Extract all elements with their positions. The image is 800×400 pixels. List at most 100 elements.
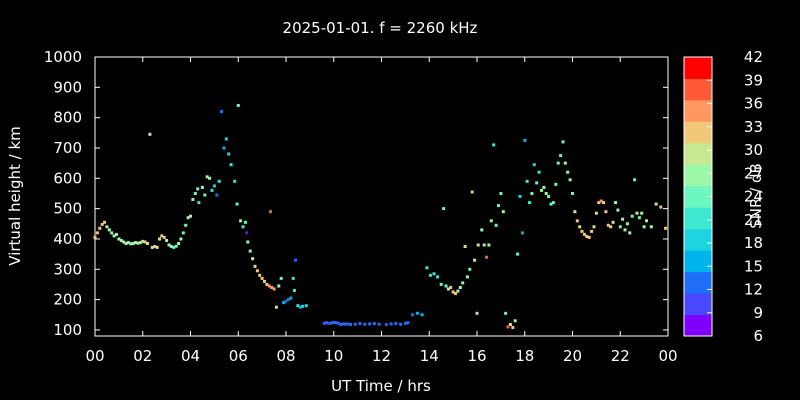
colorbar-tick-label: 30 [744, 141, 763, 159]
data-point [341, 322, 345, 326]
data-point [105, 225, 109, 229]
data-point [556, 161, 560, 165]
data-point [172, 245, 176, 249]
data-point [580, 229, 584, 233]
data-point [119, 239, 123, 242]
data-point [95, 231, 99, 235]
data-point [389, 322, 393, 326]
data-point [473, 258, 477, 262]
x-tick-label: 22 [611, 347, 630, 365]
data-point [138, 241, 142, 245]
data-point [420, 313, 424, 317]
data-point [260, 276, 264, 280]
data-point [616, 208, 620, 212]
colorbar-segment [684, 207, 712, 230]
data-point [292, 289, 296, 292]
data-point [463, 245, 467, 248]
snr-colorbar: 6 9 12 15 18 21 24 27 30 33 36 39 42 [683, 48, 763, 345]
data-point [334, 321, 338, 325]
data-point [165, 239, 169, 242]
data-point [301, 304, 305, 308]
data-point [575, 219, 579, 223]
data-point [549, 202, 553, 206]
data-point [554, 182, 558, 186]
data-point [489, 219, 493, 223]
data-point [497, 204, 500, 208]
data-point [635, 211, 639, 215]
data-point [197, 201, 201, 205]
x-axis-label: UT Time / hrs [331, 377, 431, 395]
data-point [571, 192, 574, 195]
data-point [592, 225, 596, 229]
data-point [456, 289, 460, 293]
data-point [325, 321, 329, 325]
data-point [363, 322, 367, 326]
x-tick-label: 02 [133, 347, 152, 365]
colorbar-tick-label: 9 [753, 304, 763, 322]
data-point [446, 287, 450, 291]
data-point [530, 192, 534, 195]
x-tick-label: 04 [181, 347, 200, 365]
x-tick-label: 00 [658, 347, 677, 365]
data-point [587, 235, 591, 239]
colorbar-segment [684, 293, 712, 316]
data-point [181, 231, 185, 235]
data-point [508, 323, 512, 326]
data-points [93, 104, 668, 329]
data-point [659, 205, 663, 209]
data-point [642, 225, 646, 229]
data-point [611, 220, 615, 224]
data-point [511, 326, 515, 329]
data-point [322, 321, 326, 325]
data-point [224, 137, 228, 141]
data-point [528, 201, 531, 205]
data-point [222, 146, 226, 150]
data-point [148, 132, 152, 136]
x-axis-ticks: 00 02 04 06 08 10 12 14 16 18 20 22 00 [85, 57, 678, 365]
colorbar-segment [684, 228, 712, 251]
data-point [160, 234, 164, 238]
data-point [208, 176, 212, 180]
data-point [122, 240, 126, 244]
data-point [544, 192, 548, 195]
data-point [248, 249, 252, 253]
data-point [332, 320, 336, 324]
data-point [403, 321, 407, 325]
colorbar-tick-label: 27 [744, 164, 763, 182]
data-point [134, 241, 138, 245]
data-point [566, 170, 570, 174]
data-point [243, 220, 247, 224]
data-point [454, 292, 457, 295]
data-point [169, 245, 173, 248]
data-point [251, 257, 255, 261]
data-point [150, 245, 154, 249]
y-tick-label: 900 [53, 78, 82, 96]
data-point [597, 201, 601, 205]
data-point [93, 235, 97, 239]
y-tick-label: 800 [53, 109, 82, 127]
data-point [344, 322, 348, 326]
data-point [425, 266, 429, 270]
data-point [523, 138, 527, 142]
data-point [100, 222, 104, 226]
data-point [537, 170, 541, 174]
y-axis-ticks: 100 200 300 400 500 600 700 800 900 1000 [44, 48, 668, 339]
data-point [590, 229, 594, 233]
data-point [110, 231, 114, 235]
data-point [179, 237, 183, 241]
data-point [258, 273, 262, 277]
x-tick-label: 14 [420, 347, 439, 365]
data-point [143, 240, 147, 244]
data-point [265, 282, 269, 286]
colorbar-tick-label: 24 [744, 188, 763, 206]
data-point [241, 225, 245, 229]
data-point [129, 242, 133, 246]
y-tick-label: 300 [53, 260, 82, 278]
data-point [284, 299, 288, 303]
data-point [126, 241, 130, 245]
data-point [475, 311, 479, 315]
colorbar-tick-label: 33 [744, 118, 763, 136]
data-point [227, 152, 231, 156]
colorbar-segment [684, 78, 712, 101]
data-point [377, 322, 381, 326]
